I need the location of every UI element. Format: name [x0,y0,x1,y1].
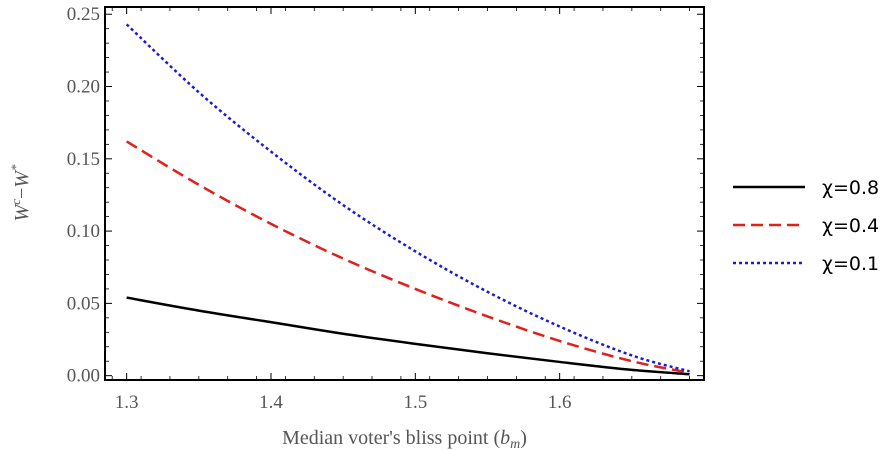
series-line-1 [126,296,690,376]
series-line-2 [126,140,690,374]
plot-frame [104,6,705,381]
legend-label-3: χ=0.1 [822,253,879,275]
y-tick-label: 0.20 [67,77,100,98]
y-tick-label: 0.00 [67,366,100,387]
y-tick-label: 0.15 [67,149,100,170]
y-tick-label: 0.10 [67,221,100,242]
tick-labels: 0.00 0.05 0.10 0.15 0.20 0.25 1.3 1.4 1.5 1.6 [67,4,572,413]
x-tick-label: 1.5 [403,392,427,413]
series-line-3 [125,23,690,373]
y-axis-label: Wc−W* [8,164,33,221]
x-tick-label: 1.4 [259,392,283,413]
series-lines [125,23,690,376]
x-tick-label: 1.3 [115,392,139,413]
x-tick-label: 1.6 [548,392,572,413]
legend: χ=0.8 χ=0.4 χ=0.1 [733,177,879,275]
axis-ticks [105,7,704,380]
x-axis-label: Median voter's bliss point (bm) [282,427,527,451]
legend-label-1: χ=0.8 [822,177,879,199]
y-tick-label: 0.05 [67,293,100,314]
legend-label-2: χ=0.4 [822,215,879,237]
y-tick-label: 0.25 [67,4,100,25]
